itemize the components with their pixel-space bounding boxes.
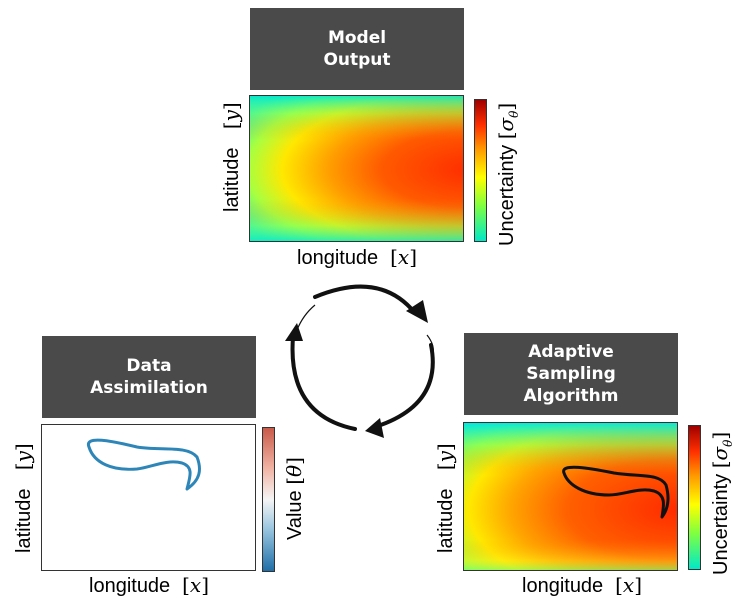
model-output-title-line1: Model [327, 28, 387, 48]
adaptive-sampling-title-line2: Sampling [526, 364, 616, 384]
model-output-title: Model Output [250, 8, 464, 90]
cycle-arrowhead-3 [285, 323, 303, 341]
adaptive-sampling-title-line1: Adaptive [528, 342, 614, 362]
model-output-title-line2: Output [323, 50, 391, 70]
adaptive-sampling-title: Adaptive Sampling Algorithm [464, 333, 678, 415]
model-output-ylabel: latitude [y] [219, 102, 243, 212]
adaptive-sampling-ylabel: latitude [y] [433, 443, 457, 553]
model-output-colorbar [474, 99, 487, 242]
data-assimilation-colorbar-label: Value [θ] [282, 457, 306, 540]
data-assimilation-ylabel: latitude [y] [11, 443, 35, 553]
data-assimilation-xlabel: longitude [x] [89, 573, 210, 597]
cycle-arc-top [313, 284, 417, 315]
adaptive-sampling-colorbar [688, 425, 701, 570]
cycle-arrowhead-2 [365, 418, 384, 438]
adaptive-sampling-trajectory [562, 465, 670, 519]
data-assimilation-plot [41, 424, 256, 571]
adaptive-sampling-title-line3: Algorithm [523, 386, 619, 406]
model-output-heatmap [249, 95, 464, 242]
adaptive-sampling-colorbar-label: Uncertainty [σθ] [708, 431, 735, 575]
model-output-xlabel: longitude [x] [297, 245, 418, 269]
cycle-arc-right [373, 343, 435, 429]
adaptive-sampling-xlabel: longitude [x] [522, 573, 643, 597]
adaptive-sampling-heatmap [463, 422, 678, 571]
data-assimilation-colorbar [262, 427, 275, 572]
cycle-arc-left [290, 335, 357, 431]
data-assimilation-title-line2: Assimilation [90, 378, 208, 398]
data-assimilation-title: Data Assimilation [42, 336, 256, 418]
data-assimilation-trajectory [87, 438, 201, 491]
model-output-colorbar-label: Uncertainty [σθ] [494, 102, 521, 246]
data-assimilation-title-line1: Data [126, 356, 172, 376]
cycle-arrowhead-1 [406, 300, 428, 323]
cycle-arrows [285, 284, 435, 438]
